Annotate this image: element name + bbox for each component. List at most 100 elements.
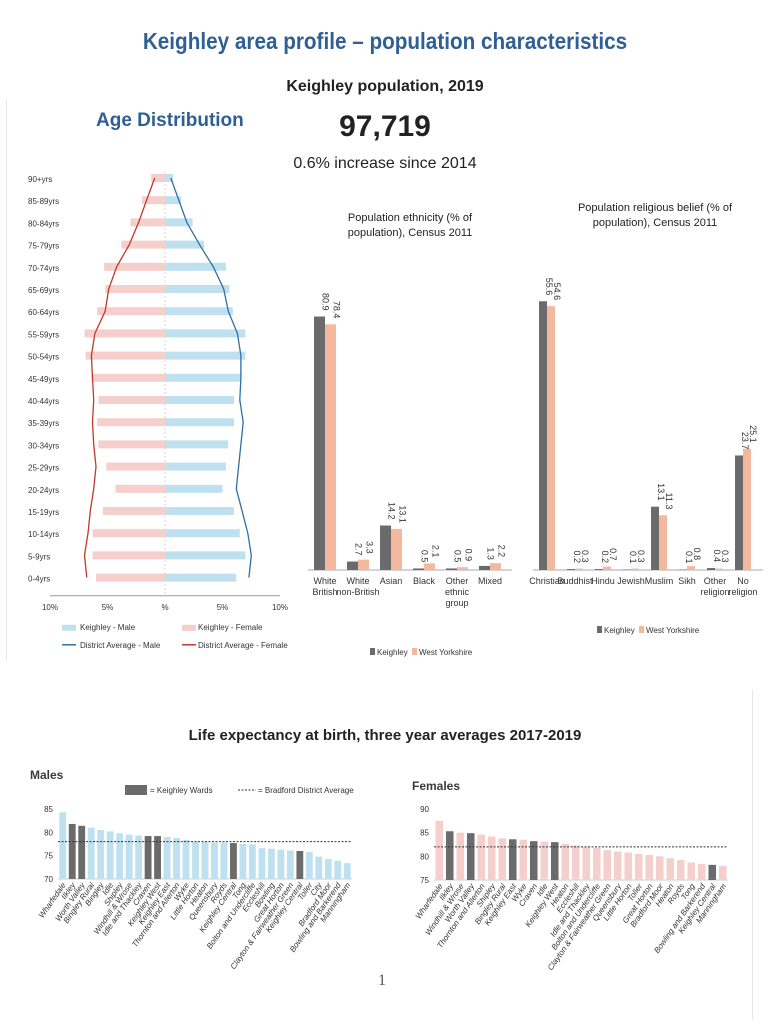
west-yorkshire-value-label: 2.2 <box>497 545 507 558</box>
west-yorkshire-bar <box>631 568 639 570</box>
ward-bar <box>173 837 180 879</box>
male-bar <box>165 462 226 471</box>
category-label: Christian <box>529 576 565 586</box>
female-bar <box>97 307 165 316</box>
ward-bar <box>87 827 95 879</box>
ward-bar <box>125 834 133 879</box>
age-distribution-title: Age Distribution <box>96 110 244 131</box>
female-bar <box>142 196 165 205</box>
district-female-line <box>83 177 156 578</box>
population-number: 97,719 <box>339 110 431 143</box>
ethnicity-chart-title: Population ethnicity (% of population), … <box>347 212 473 239</box>
west-yorkshire-value-label: 2.1 <box>431 545 441 558</box>
legend-district-average-label: = Bradford District Average <box>258 786 354 795</box>
female-bar <box>102 507 165 515</box>
ward-bar <box>550 842 559 880</box>
ward-bar <box>59 812 67 879</box>
west-yorkshire-value-label: 0.9 <box>464 549 474 562</box>
ward-bar <box>435 820 444 880</box>
west-yorkshire-value-label: 0.3 <box>636 550 646 563</box>
male-bar <box>165 573 237 582</box>
y-tick-label: 70 <box>44 875 53 884</box>
y-tick-label: 75 <box>420 876 429 885</box>
west-yorkshire-bar <box>424 563 435 570</box>
male-bar <box>165 484 223 493</box>
category-label: British <box>312 587 337 597</box>
ward-bar <box>466 833 475 880</box>
female-bar <box>92 529 165 538</box>
ward-bar <box>343 863 351 879</box>
age-band-label: 65-69yrs <box>28 286 59 295</box>
ward-bar <box>529 841 538 880</box>
female-bar <box>96 573 165 582</box>
category-label: group <box>445 598 468 608</box>
ward-bar <box>708 864 717 880</box>
legend-west-yorkshire-label: West Yorkshire <box>419 648 473 657</box>
legend-keighley-label: Keighley <box>604 626 635 635</box>
category-label: non-British <box>336 587 379 597</box>
west-yorkshire-bar <box>325 324 336 570</box>
male-bar <box>165 196 182 205</box>
legend-keighley-wards-swatch <box>125 785 147 795</box>
ward-bar <box>477 834 486 880</box>
ward-bar <box>487 836 496 880</box>
category-label: Hindu <box>591 576 615 586</box>
ward-bar <box>592 847 601 880</box>
ward-bar <box>267 848 275 879</box>
x-tick-label: 5% <box>102 603 114 612</box>
ward-bar <box>249 844 256 879</box>
legend-keighley-wards-label: = Keighley Wards <box>150 786 213 795</box>
female-bar <box>97 418 165 427</box>
ward-bar <box>154 836 161 879</box>
legend-west-yorkshire-swatch <box>412 648 417 655</box>
category-label: Black <box>413 576 436 586</box>
west-yorkshire-value-label: 0.8 <box>692 548 702 561</box>
keighley-bar <box>707 568 715 570</box>
y-tick-label: 80 <box>420 852 429 861</box>
female-bar <box>121 240 165 249</box>
category-label: Asian <box>380 576 403 586</box>
keighley-value-label: 1.3 <box>486 547 496 560</box>
keighley-value-label: 2.7 <box>354 543 364 556</box>
male-bar <box>165 174 174 182</box>
female-bar <box>151 174 165 182</box>
keighley-value-label: 0.5 <box>453 550 463 563</box>
district-male-line <box>170 177 252 578</box>
keighley-bar <box>735 455 743 570</box>
ward-bar <box>106 831 114 879</box>
ward-bar <box>498 838 507 880</box>
population-subtitle: Keighley population, 2019 <box>286 78 484 95</box>
female-bar <box>92 551 165 560</box>
keighley-value-label: 0.1 <box>628 551 638 564</box>
keighley-bar <box>567 569 575 570</box>
legend-west-yorkshire-swatch <box>639 626 644 633</box>
population-increase: 0.6% increase since 2014 <box>293 155 477 172</box>
male-bar <box>165 418 234 427</box>
west-yorkshire-value-label: 0.3 <box>580 550 590 563</box>
ward-bar <box>540 841 549 880</box>
west-yorkshire-value-label: 11.3 <box>664 493 674 510</box>
ward-bar <box>230 843 237 879</box>
female-bar <box>85 351 165 360</box>
y-tick-label: 80 <box>44 828 53 837</box>
legend-district-female-label: District Average - Female <box>198 641 288 650</box>
female-bar <box>84 329 165 338</box>
y-tick-label: 75 <box>44 852 53 861</box>
ward-bar <box>239 844 247 879</box>
age-band-label: 60-64yrs <box>28 308 59 317</box>
religion-chart: 55.654.6Christian0.20.3Buddhist0.20.7Hin… <box>529 278 763 635</box>
age-band-label: 90+yrs <box>28 175 52 184</box>
ward-bar <box>192 841 199 879</box>
legend-keighley-swatch <box>370 648 375 655</box>
age-band-label: 25-29yrs <box>28 464 59 473</box>
west-yorkshire-value-label: 0.3 <box>720 550 730 563</box>
female-bar <box>130 218 165 227</box>
female-bar <box>98 396 165 404</box>
category-label: White <box>346 576 369 586</box>
religion-chart-title: Population religious belief (% of popula… <box>577 202 733 229</box>
legend-male-swatch <box>62 624 76 631</box>
age-pyramid-chart: 10% 5%% 5% 10% 0-4yrs 5-9yrs 10-14yrs 15-19yrs 2… <box>28 172 288 650</box>
male-bar <box>165 285 230 293</box>
